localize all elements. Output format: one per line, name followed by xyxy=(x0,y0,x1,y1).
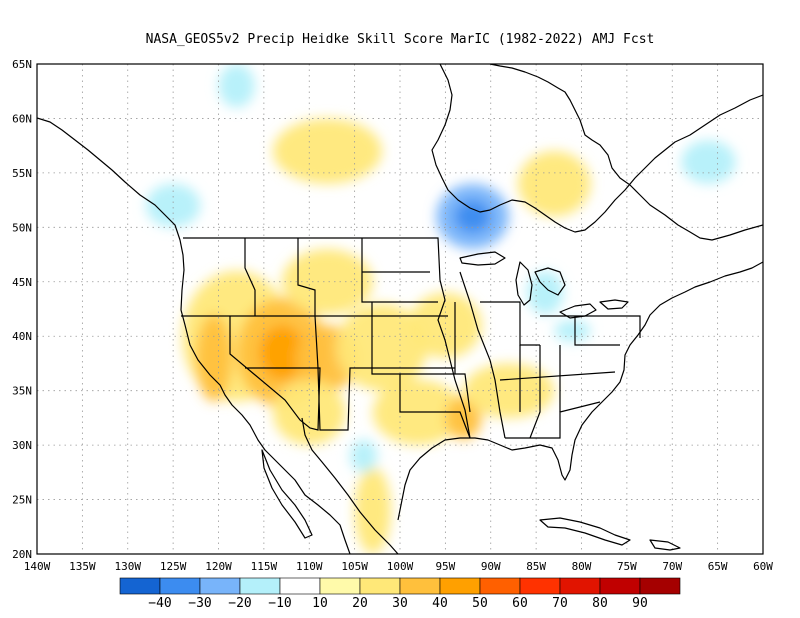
skill-region xyxy=(272,118,382,184)
lat-tick-label: 30N xyxy=(12,439,32,452)
lat-tick-label: 35N xyxy=(12,385,32,398)
lon-tick-label: 105W xyxy=(341,560,368,573)
lon-tick-label: 75W xyxy=(617,560,637,573)
colorbar-swatch xyxy=(599,577,641,595)
skill-region xyxy=(259,325,305,380)
lon-tick-label: 85W xyxy=(526,560,546,573)
colorbar-label: −10 xyxy=(268,596,291,611)
plot-area xyxy=(37,64,763,554)
lat-tick-label: 40N xyxy=(12,330,32,343)
colorbar-label: −40 xyxy=(148,596,171,611)
lon-tick-label: 60W xyxy=(753,560,773,573)
lat-tick-label: 20N xyxy=(12,548,32,561)
colorbar-label: 50 xyxy=(472,596,488,611)
plot-frame xyxy=(36,63,764,555)
lat-tick-label: 25N xyxy=(12,494,32,507)
skill-region xyxy=(409,292,482,359)
colorbar-swatch xyxy=(559,577,601,595)
skill-region xyxy=(272,379,346,446)
skill-region xyxy=(336,303,428,391)
colorbar-swatch xyxy=(639,577,681,595)
lon-tick-label: 70W xyxy=(662,560,682,573)
colorbar-swatch xyxy=(239,577,281,595)
colorbar-swatch xyxy=(159,577,201,595)
skill-region xyxy=(195,314,233,402)
graticule xyxy=(37,64,763,554)
colorbar-swatch xyxy=(319,577,361,595)
lon-tick-label: 140W xyxy=(24,560,51,573)
longitude-tick-labels: 140W 135W 130W 125W 120W 115W 110W 105W 100W 95W 9… xyxy=(24,560,774,573)
great-lakes xyxy=(459,251,629,319)
skill-region xyxy=(354,466,391,554)
skill-region xyxy=(282,249,373,315)
skill-region xyxy=(454,200,491,233)
skill-region xyxy=(554,319,591,342)
skill-region xyxy=(527,270,564,315)
colorbar-label: 30 xyxy=(392,596,408,611)
lon-tick-label: 125W xyxy=(160,560,187,573)
lat-tick-label: 60N xyxy=(12,112,32,125)
colorbar-swatch xyxy=(359,577,401,595)
skill-region xyxy=(445,396,482,440)
skill-region xyxy=(517,151,591,217)
lon-tick-label: 80W xyxy=(572,560,592,573)
skill-region xyxy=(463,363,555,418)
colorbar-label: 60 xyxy=(512,596,528,611)
colorbar-swatch xyxy=(479,577,521,595)
lon-tick-label: 65W xyxy=(708,560,728,573)
colorbar-swatch xyxy=(519,577,561,595)
colorbar-swatch xyxy=(199,577,241,595)
colorbar-legend: −40 −30 −20 −10 10 20 30 40 50 60 70 80 90 xyxy=(119,577,681,611)
colorbar-label: 90 xyxy=(632,596,648,611)
colorbar-swatch xyxy=(279,577,321,595)
us-state-borders xyxy=(181,237,641,439)
skill-region xyxy=(218,64,255,108)
lon-tick-label: 130W xyxy=(115,560,142,573)
colorbar-label: −20 xyxy=(228,596,251,611)
skill-region xyxy=(350,439,378,473)
lon-tick-label: 110W xyxy=(296,560,323,573)
latitude-tick-labels: 20N 25N 30N 35N 40N 45N 50N 55N 60N 65N xyxy=(12,58,32,561)
skill-region xyxy=(145,183,201,228)
colorbar-label: −30 xyxy=(188,596,211,611)
skill-shading-layer xyxy=(145,64,736,554)
lat-tick-label: 50N xyxy=(12,221,32,234)
lon-tick-label: 90W xyxy=(481,560,501,573)
lon-tick-label: 120W xyxy=(205,560,232,573)
lat-tick-label: 55N xyxy=(12,167,32,180)
colorbar-label: 70 xyxy=(552,596,568,611)
colorbar-swatch xyxy=(399,577,441,595)
figure-title: NASA_GEOS5v2 Precip Heidke Skill Score M… xyxy=(146,32,655,47)
lat-tick-label: 45N xyxy=(12,276,32,289)
colorbar-swatch xyxy=(119,577,161,595)
lon-tick-label: 115W xyxy=(251,560,278,573)
colorbar-label: 20 xyxy=(352,596,368,611)
lat-tick-label: 65N xyxy=(12,58,32,71)
colorbar-swatch xyxy=(439,577,481,595)
lon-tick-label: 100W xyxy=(387,560,414,573)
colorbar-label: 40 xyxy=(432,596,448,611)
cuba-caribbean xyxy=(539,517,681,551)
baja-california xyxy=(261,449,313,539)
lon-tick-label: 135W xyxy=(69,560,96,573)
lon-tick-label: 95W xyxy=(435,560,455,573)
colorbar-label: 80 xyxy=(592,596,608,611)
coastline-north-america xyxy=(37,64,763,554)
colorbar-label: 10 xyxy=(312,596,328,611)
skill-region xyxy=(681,140,736,184)
